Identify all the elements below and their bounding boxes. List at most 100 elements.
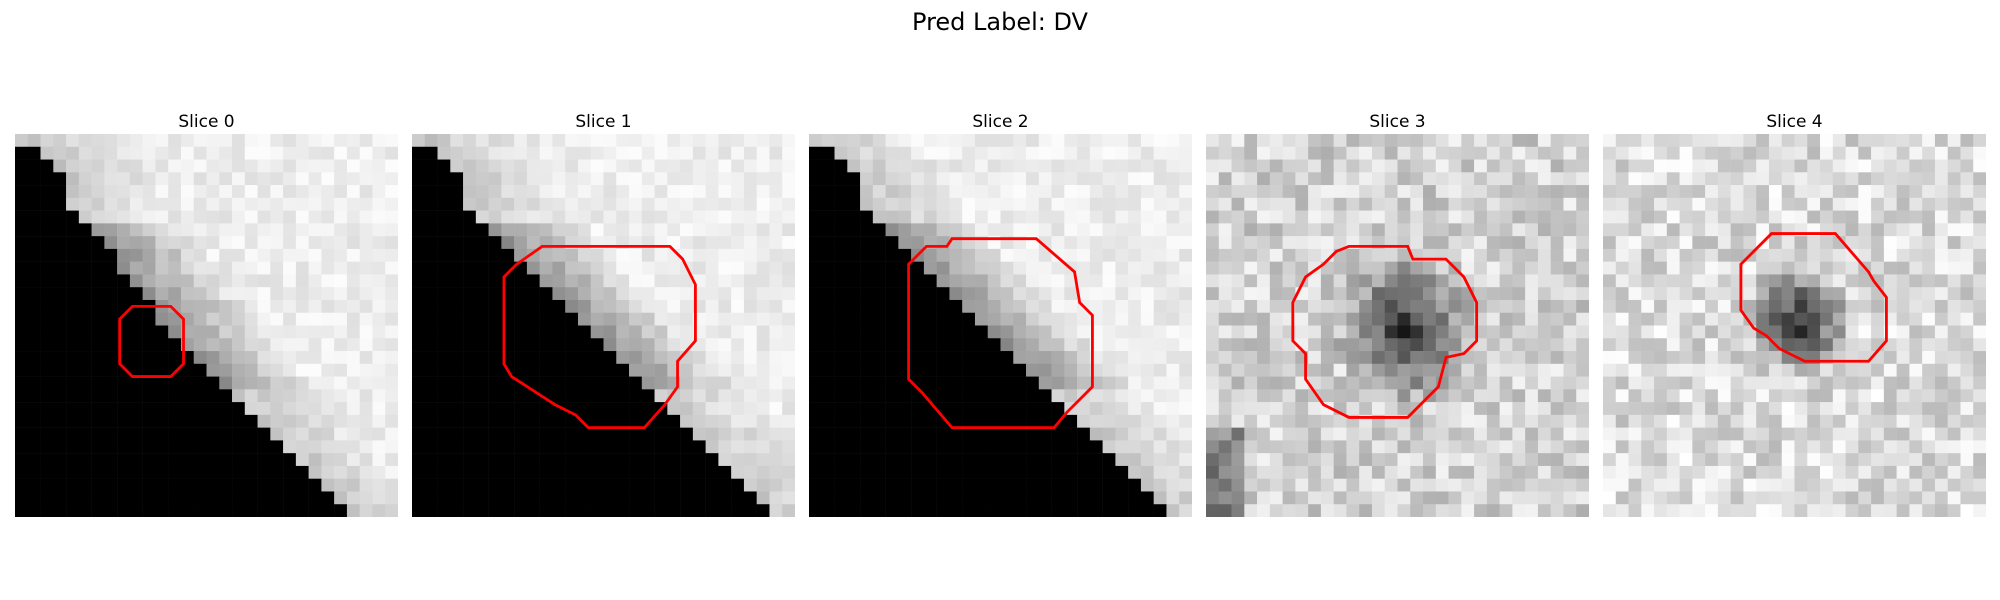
- slice-pixel: [565, 338, 579, 352]
- slice-pixel: [334, 363, 348, 377]
- slice-pixel: [424, 440, 438, 454]
- slice-pixel: [629, 210, 643, 224]
- slice-pixel: [743, 274, 757, 288]
- slice-pixel: [590, 351, 604, 365]
- slice-pixel: [1717, 351, 1731, 365]
- slice-pixel: [743, 427, 757, 441]
- slice-pixel: [155, 491, 169, 505]
- slice-pixel: [1641, 363, 1655, 377]
- slice-pixel: [308, 427, 322, 441]
- slice-pixel: [1153, 312, 1167, 326]
- slice-pixel: [1166, 299, 1180, 313]
- slice-pixel: [1550, 172, 1564, 186]
- slice-pixel: [91, 210, 105, 224]
- slice-pixel: [1666, 389, 1680, 403]
- slice-pixel: [1883, 402, 1897, 416]
- slice-pixel: [1666, 351, 1680, 365]
- slice-pixel: [1486, 402, 1500, 416]
- slice-pixel: [526, 146, 540, 160]
- slice-pixel: [1666, 325, 1680, 339]
- slice-pixel: [1794, 299, 1808, 313]
- slice-pixel: [526, 453, 540, 467]
- slice-pixel: [142, 376, 156, 390]
- slice-pixel: [1140, 440, 1154, 454]
- slice-pixel: [847, 172, 861, 186]
- slice-pixel: [27, 325, 41, 339]
- slice-pixel: [743, 504, 757, 517]
- slice-pixel: [257, 453, 271, 467]
- slice-pixel: [1077, 248, 1091, 262]
- slice-pixel: [450, 402, 464, 416]
- slice-pixel: [987, 325, 1001, 339]
- slice-pixel: [1064, 236, 1078, 250]
- slice-pixel: [1947, 197, 1961, 211]
- slice-pixel: [334, 504, 348, 517]
- slice-pixel: [1909, 414, 1923, 428]
- slice-pixel: [53, 223, 67, 237]
- slice-pixel: [1257, 478, 1271, 492]
- slice-pixel: [923, 427, 937, 441]
- slice-pixel: [1140, 465, 1154, 479]
- slice-pixel: [180, 453, 194, 467]
- slice-pixel: [1051, 351, 1065, 365]
- slice-pixel: [1423, 312, 1437, 326]
- slice-pixel: [1166, 248, 1180, 262]
- slice-pixel: [15, 478, 29, 492]
- slice-pixel: [501, 427, 515, 441]
- slice-pixel: [1218, 146, 1232, 160]
- slice-pixel: [1038, 261, 1052, 275]
- slice-pixel: [359, 338, 373, 352]
- slice-pixel: [821, 402, 835, 416]
- slice-pixel: [1397, 134, 1411, 148]
- slice-pixel: [412, 261, 426, 275]
- slice-pixel: [1730, 363, 1744, 377]
- slice-pixel: [1896, 389, 1910, 403]
- slice-pixel: [78, 363, 92, 377]
- slice-pixel: [641, 427, 655, 441]
- slice-pixel: [1730, 465, 1744, 479]
- slice-pixel: [104, 478, 118, 492]
- slice-pixel: [1499, 351, 1513, 365]
- slice-pixel: [501, 414, 515, 428]
- slice-pixel: [1499, 478, 1513, 492]
- slice-pixel: [898, 159, 912, 173]
- slice-pixel: [1461, 172, 1475, 186]
- prediction-contour: [1291, 244, 1479, 419]
- slice-pixel: [385, 363, 398, 377]
- slice-pixel: [1973, 491, 1986, 505]
- slice-pixel: [1909, 274, 1923, 288]
- slice-pixel: [718, 389, 732, 403]
- slice-pixel: [155, 402, 169, 416]
- slice-pixel: [501, 491, 515, 505]
- slice-pixel: [168, 465, 182, 479]
- slice-pixel: [1960, 402, 1974, 416]
- slice-pixel: [782, 453, 795, 467]
- slice-pixel: [1858, 223, 1872, 237]
- slice-pixel: [1295, 478, 1309, 492]
- slice-pixel: [308, 274, 322, 288]
- slice-pixel: [756, 274, 770, 288]
- slice-pixel: [526, 363, 540, 377]
- slice-pixel: [1128, 134, 1142, 148]
- prediction-contour: [502, 244, 697, 430]
- slice-pixel: [1000, 325, 1014, 339]
- slice-pixel: [1871, 465, 1885, 479]
- slice-pixel: [155, 134, 169, 148]
- slice-pixel: [40, 465, 54, 479]
- slice-pixel: [1654, 478, 1668, 492]
- slice-pixel: [743, 363, 757, 377]
- slice-pixel: [1320, 146, 1334, 160]
- slice-pixel: [1768, 134, 1782, 148]
- slice-pixel: [1128, 440, 1142, 454]
- slice-pixel: [667, 134, 681, 148]
- slice-pixel: [1000, 159, 1014, 173]
- slice-pixel: [1563, 185, 1577, 199]
- slice-pixel: [385, 338, 398, 352]
- slice-pixel: [680, 363, 694, 377]
- slice-pixel: [219, 338, 233, 352]
- slice-pixel: [1743, 261, 1757, 275]
- slice-pixel: [1077, 504, 1091, 517]
- slice-pixel: [219, 274, 233, 288]
- slice-pixel: [1257, 274, 1271, 288]
- slice-pixel: [1384, 312, 1398, 326]
